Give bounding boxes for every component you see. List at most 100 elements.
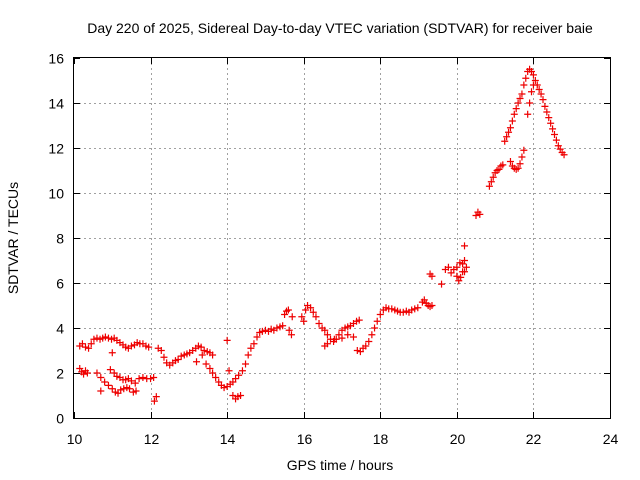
data-point	[147, 375, 155, 383]
data-point	[522, 74, 530, 82]
data-point	[209, 369, 217, 377]
data-point	[524, 110, 532, 118]
data-point	[174, 356, 182, 363]
data-point	[560, 151, 568, 159]
data-point	[200, 347, 208, 354]
data-point	[321, 326, 329, 334]
x-axis-label: GPS time / hours	[287, 457, 394, 473]
data-point	[235, 371, 243, 379]
x-tick-label: 18	[373, 431, 389, 447]
data-point	[355, 316, 363, 324]
data-point	[476, 210, 484, 218]
y-tick-label: 4	[56, 321, 64, 337]
data-point	[462, 263, 470, 271]
data-point	[531, 77, 539, 84]
data-point	[106, 366, 114, 374]
data-point	[453, 272, 461, 280]
data-point	[287, 331, 295, 339]
data-point	[117, 386, 125, 394]
data-point	[518, 90, 526, 98]
data-point	[126, 385, 134, 393]
data-point	[453, 263, 461, 271]
data-point	[312, 313, 320, 321]
data-point	[461, 268, 469, 276]
data-point	[177, 352, 185, 360]
data-point	[514, 99, 522, 107]
data-point	[258, 327, 266, 335]
data-point	[97, 374, 105, 381]
data-point	[244, 351, 252, 359]
data-point	[315, 320, 323, 327]
data-point	[444, 263, 452, 271]
data-point	[323, 331, 331, 339]
data-point	[335, 331, 343, 339]
data-point	[101, 378, 109, 386]
data-point	[461, 242, 469, 250]
data-point	[298, 313, 306, 321]
data-point	[242, 360, 250, 368]
data-point	[150, 397, 158, 405]
data-point	[87, 340, 95, 348]
data-point	[206, 365, 214, 372]
data-point	[503, 133, 511, 141]
data-point	[408, 306, 416, 314]
data-point	[253, 333, 261, 341]
data-point	[93, 369, 101, 377]
data-point	[535, 86, 543, 93]
data-point	[552, 136, 560, 144]
data-point	[300, 317, 308, 325]
y-tick-labels: 0 2 4 6 8 10 12 14 16	[48, 51, 64, 427]
data-point	[90, 335, 98, 343]
data-point	[428, 302, 436, 309]
data-point	[302, 306, 310, 314]
data-point	[349, 333, 357, 341]
data-point	[288, 313, 296, 321]
data-point	[514, 164, 522, 172]
axis-ticks	[74, 58, 611, 419]
data-point	[127, 377, 135, 385]
y-tick-label: 12	[48, 141, 64, 157]
data-point	[279, 322, 287, 330]
y-tick-label: 8	[56, 231, 64, 247]
data-point	[261, 326, 269, 334]
data-point	[516, 160, 524, 168]
data-point	[362, 342, 370, 350]
data-point	[197, 343, 205, 351]
data-point	[528, 88, 536, 96]
data-point	[512, 105, 520, 113]
x-tick-label: 10	[67, 431, 83, 447]
data-point	[539, 96, 547, 104]
data-point	[202, 360, 210, 368]
data-point	[461, 257, 469, 264]
data-point	[526, 99, 534, 107]
data-point	[487, 178, 495, 186]
data-point	[529, 71, 537, 79]
data-point	[131, 379, 139, 387]
data-point	[428, 272, 436, 280]
data-point	[368, 331, 376, 339]
data-point	[193, 358, 201, 366]
data-point	[485, 182, 493, 190]
data-point	[83, 369, 91, 377]
data-point	[212, 374, 220, 381]
data-point	[97, 387, 105, 395]
data-point	[223, 336, 231, 344]
data-point	[388, 305, 396, 313]
data-point	[371, 324, 379, 332]
data-point	[541, 102, 549, 110]
data-point	[438, 280, 446, 288]
data-point	[330, 335, 338, 343]
data-point	[457, 273, 465, 281]
data-point	[157, 347, 165, 354]
data-point	[152, 393, 160, 401]
x-tick-label: 14	[220, 431, 236, 447]
data-point	[344, 331, 352, 339]
data-point	[414, 304, 422, 312]
data-point	[547, 119, 555, 127]
data-point	[108, 349, 116, 357]
y-tick-label: 14	[48, 96, 64, 112]
data-point	[273, 324, 281, 332]
y-tick-label: 10	[48, 186, 64, 202]
y-tick-label: 16	[48, 51, 64, 67]
data-point	[537, 90, 545, 98]
